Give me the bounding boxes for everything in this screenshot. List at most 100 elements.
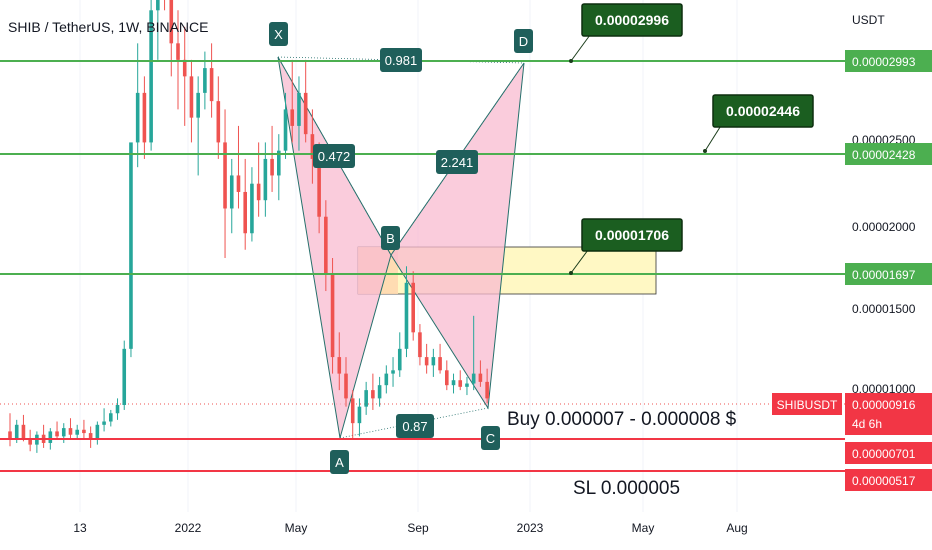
candle (75, 424, 79, 440)
svg-text:0.00002996: 0.00002996 (595, 12, 669, 28)
svg-text:0.00000701: 0.00000701 (852, 447, 916, 461)
candle (451, 373, 456, 394)
candle (397, 332, 402, 377)
svg-text:SHIBUSDT: SHIBUSDT (777, 398, 838, 412)
candle (431, 348, 436, 377)
candle (270, 125, 274, 192)
x-tick-1: 2022 (175, 521, 202, 535)
x-tick-labels: 13 2022 May Sep 2023 May Aug (73, 521, 747, 535)
svg-text:C: C (486, 431, 495, 446)
candle (310, 109, 315, 184)
pattern-point-c: C (481, 426, 500, 450)
pattern-point-x: X (269, 22, 288, 46)
candle (290, 59, 295, 143)
candle (28, 429, 32, 452)
pattern-bcd (390, 62, 525, 410)
svg-text:0.00002446: 0.00002446 (726, 103, 800, 119)
candle (122, 340, 127, 410)
candle (102, 408, 106, 432)
y-tick-2: 0.00001500 (852, 302, 916, 316)
svg-text:0.00000517: 0.00000517 (852, 474, 916, 488)
candle (371, 373, 375, 410)
callout-leaders (570, 34, 723, 274)
ratio-label-xd: 0.981 (380, 48, 422, 72)
candle (297, 76, 301, 151)
candle (169, 0, 174, 77)
candle (364, 381, 368, 415)
x-tick-3: Sep (407, 521, 429, 535)
candle (223, 109, 227, 259)
candle (21, 414, 26, 442)
candle (250, 167, 254, 242)
price-tag-2: 0.00002428 (845, 143, 932, 165)
svg-text:2.241: 2.241 (441, 155, 474, 170)
ratio-label-bc: 0.87 (396, 414, 434, 438)
target-callout-1: 0.00002996 (581, 3, 683, 37)
candle (8, 413, 12, 447)
candle (68, 418, 73, 439)
candle (61, 423, 66, 443)
target-callout-3: 0.00001706 (581, 218, 683, 252)
x-tick-6: Aug (726, 521, 747, 535)
callout-dots (569, 59, 707, 275)
price-tag-4: 0.00000701 (845, 442, 932, 464)
candle (156, 0, 160, 60)
pattern-point-d: D (514, 29, 533, 53)
buy-annotation: Buy 0.000007 - 0.000008 $ (507, 409, 737, 430)
candle (35, 431, 39, 453)
candle (418, 324, 422, 366)
y-tick-3: 0.00001000 (852, 382, 916, 396)
x-tick-2: May (285, 521, 308, 535)
candle (142, 76, 147, 159)
last-price-tag: 0.00000916 4d 6h (845, 393, 932, 435)
price-lines (0, 60, 845, 472)
candle (283, 92, 288, 159)
candle (216, 76, 221, 159)
price-tag-3: 0.00001697 (845, 263, 932, 285)
candle (55, 421, 59, 440)
x-tick-4: 2023 (517, 521, 544, 535)
svg-text:0.00001706: 0.00001706 (595, 227, 669, 243)
candle (377, 376, 382, 407)
chart-title: SHIB / TetherUS, 1W, BINANCE (8, 19, 208, 35)
pattern-xab (277, 56, 392, 439)
svg-text:0.87: 0.87 (402, 419, 427, 434)
x-tick-0: 13 (73, 521, 87, 535)
candle (404, 266, 409, 358)
candle (424, 343, 429, 374)
svg-text:0.00001697: 0.00001697 (852, 268, 916, 282)
candles (8, 0, 489, 453)
pattern-point-b: B (381, 226, 400, 250)
candle (209, 43, 214, 118)
sl-annotation: SL 0.000005 (573, 478, 680, 499)
ratio-label-ab: 0.472 (313, 144, 355, 168)
candle (384, 365, 389, 394)
candle (330, 258, 335, 374)
candle (324, 200, 328, 292)
candle (478, 360, 483, 387)
candle (337, 332, 342, 391)
candle (196, 76, 200, 176)
candle (303, 59, 308, 143)
candle (465, 376, 469, 396)
svg-text:0.00000916: 0.00000916 (852, 398, 916, 412)
target-callout-2: 0.00002446 (712, 94, 814, 128)
candle (236, 125, 241, 209)
candle (88, 426, 93, 448)
candle (176, 10, 180, 110)
candle (229, 158, 234, 234)
candle (277, 134, 281, 201)
currency-label: USDT (852, 13, 885, 27)
svg-text:0.00002993: 0.00002993 (852, 55, 916, 69)
candle (357, 398, 362, 437)
candle (391, 357, 395, 387)
candle (485, 368, 489, 404)
candle (95, 421, 100, 445)
candle (41, 424, 46, 448)
ratio-label-cd: 2.241 (436, 150, 478, 174)
x-tick-5: May (632, 521, 655, 535)
pattern-point-a: A (330, 450, 349, 474)
svg-text:4d 6h: 4d 6h (852, 417, 882, 431)
candle (471, 315, 476, 391)
